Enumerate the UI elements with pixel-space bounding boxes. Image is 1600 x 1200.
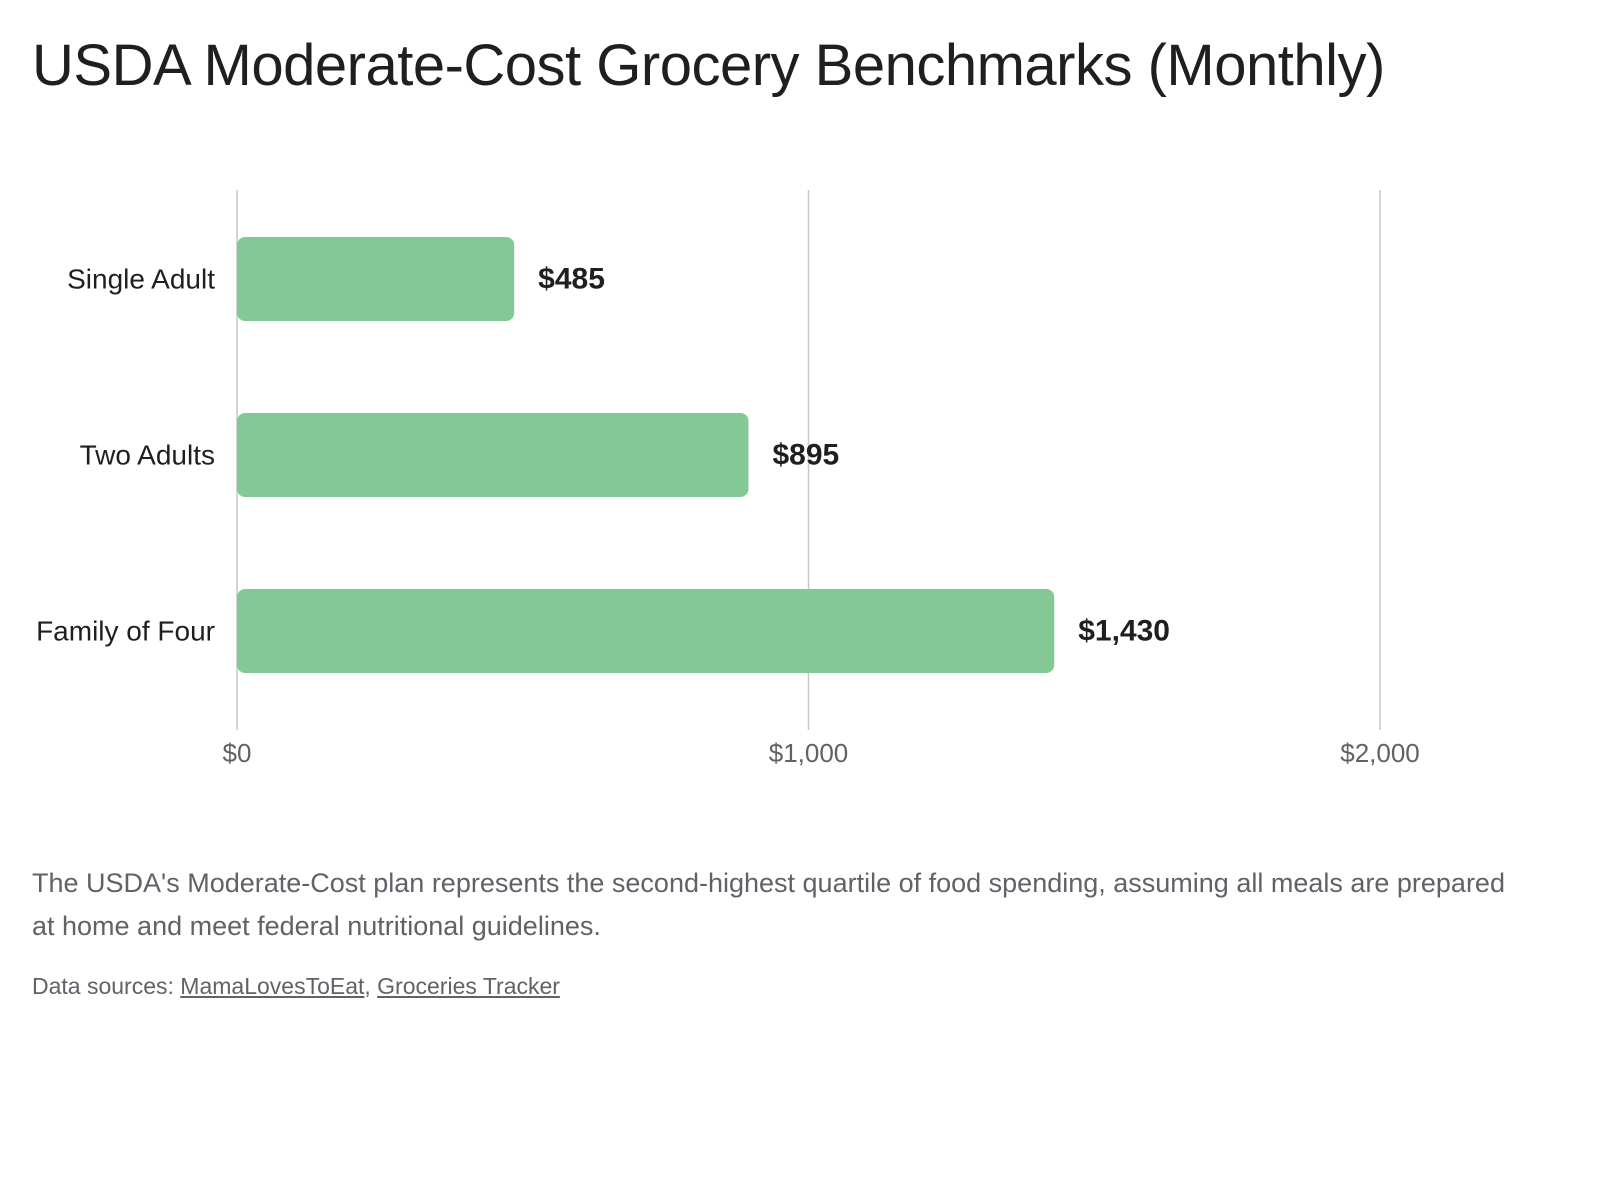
source-link-mamalovestoeat[interactable]: MamaLovesToEat <box>180 973 365 999</box>
bars <box>237 237 1055 673</box>
category-label-2: Family of Four <box>36 616 215 647</box>
category-label-0: Single Adult <box>67 264 215 295</box>
x-tick-label-1: $1,000 <box>769 738 849 768</box>
value-label-0: $485 <box>538 263 605 296</box>
sources-separator: , <box>364 973 378 999</box>
x-tick-label-2: $2,000 <box>1340 738 1420 768</box>
category-label-1: Two Adults <box>80 440 215 471</box>
source-link-groceries-tracker[interactable]: Groceries Tracker <box>377 973 560 999</box>
bar-0 <box>237 237 515 321</box>
chart-caption: The USDA's Moderate-Cost plan represents… <box>32 868 1505 941</box>
chart-title: USDA Moderate-Cost Grocery Benchmarks (M… <box>32 33 1385 98</box>
value-label-2: $1,430 <box>1078 615 1170 648</box>
bar-chart: $0 $1,000 $2,000 Single Adult $485 Two Adults… <box>36 190 1420 769</box>
bar-1 <box>237 413 749 497</box>
bar-2 <box>237 589 1055 673</box>
sources-prefix: Data sources: <box>32 973 181 999</box>
x-tick-label-0: $0 <box>223 738 252 768</box>
data-sources: Data sources: MamaLovesToEat, Groceries … <box>32 970 560 1002</box>
value-label-1: $895 <box>772 439 839 472</box>
labels: $0 $1,000 $2,000 Single Adult $485 Two Adults… <box>36 263 1420 769</box>
